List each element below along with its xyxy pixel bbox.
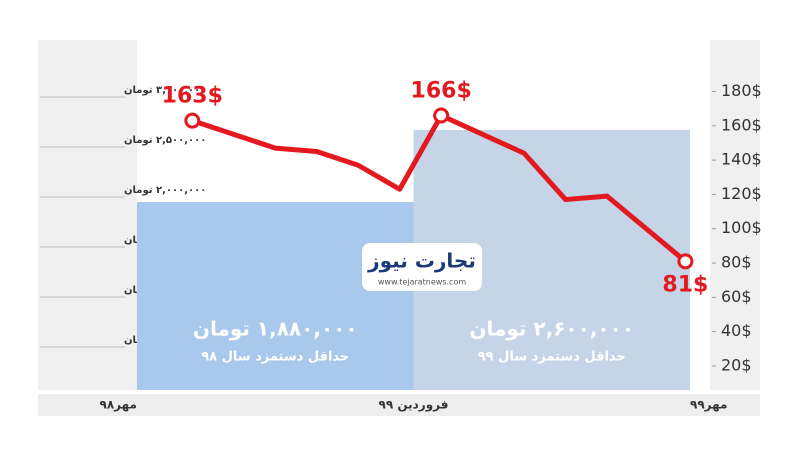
x-tick-label: مهر۹۹ bbox=[690, 398, 727, 412]
line-point bbox=[433, 107, 450, 124]
y-tick-label: ۲,۰۰۰,۰۰۰ تومان bbox=[124, 185, 206, 196]
x-tick-label: فروردین ۹۹ bbox=[379, 398, 449, 413]
y-tick-label: ۳,۰۰۰,۰۰۰ تومان bbox=[124, 85, 206, 96]
y2-tick-label: 20$ bbox=[721, 355, 752, 374]
bar-caption: حداقل دستمزد سال ۹۹ bbox=[478, 350, 626, 365]
y2-tick-label: 140$ bbox=[721, 150, 762, 169]
bar-value-label: ۲,۶۰۰,۰۰۰ تومان bbox=[469, 317, 634, 341]
logo-box bbox=[362, 243, 482, 291]
x-tick-label: مهر۹۸ bbox=[100, 398, 137, 412]
bar-caption: حداقل دستمزد سال ۹۸ bbox=[201, 350, 349, 365]
bar bbox=[137, 202, 414, 390]
y2-tick-label: 40$ bbox=[721, 321, 752, 340]
y2-tick-label: 180$ bbox=[721, 81, 762, 100]
line bbox=[191, 112, 687, 264]
x-axis-strip bbox=[38, 394, 760, 416]
line-value-label: 166$ bbox=[411, 78, 472, 103]
logo-url: www.tejaratnews.com bbox=[378, 278, 466, 287]
line-value-label: 163$ bbox=[162, 84, 223, 109]
line-point bbox=[677, 253, 694, 270]
y-tick-label: ۲,۵۰۰,۰۰۰ تومان bbox=[124, 135, 206, 146]
y2-tick-label: 160$ bbox=[721, 115, 762, 134]
y2-tick-label: 60$ bbox=[721, 287, 752, 306]
y2-tick-label: 100$ bbox=[721, 218, 762, 237]
logo-name: تجارت نیوز bbox=[367, 249, 476, 273]
y2-tick-label: 80$ bbox=[721, 253, 752, 272]
line-point bbox=[184, 112, 201, 129]
line-value-label: 81$ bbox=[662, 272, 708, 297]
bar-value-label: ۱,۸۸۰,۰۰۰ تومان bbox=[193, 317, 358, 341]
y2-tick-label: 120$ bbox=[721, 184, 762, 203]
logo: تجارت نیوز www.tejaratnews.com bbox=[362, 243, 482, 291]
